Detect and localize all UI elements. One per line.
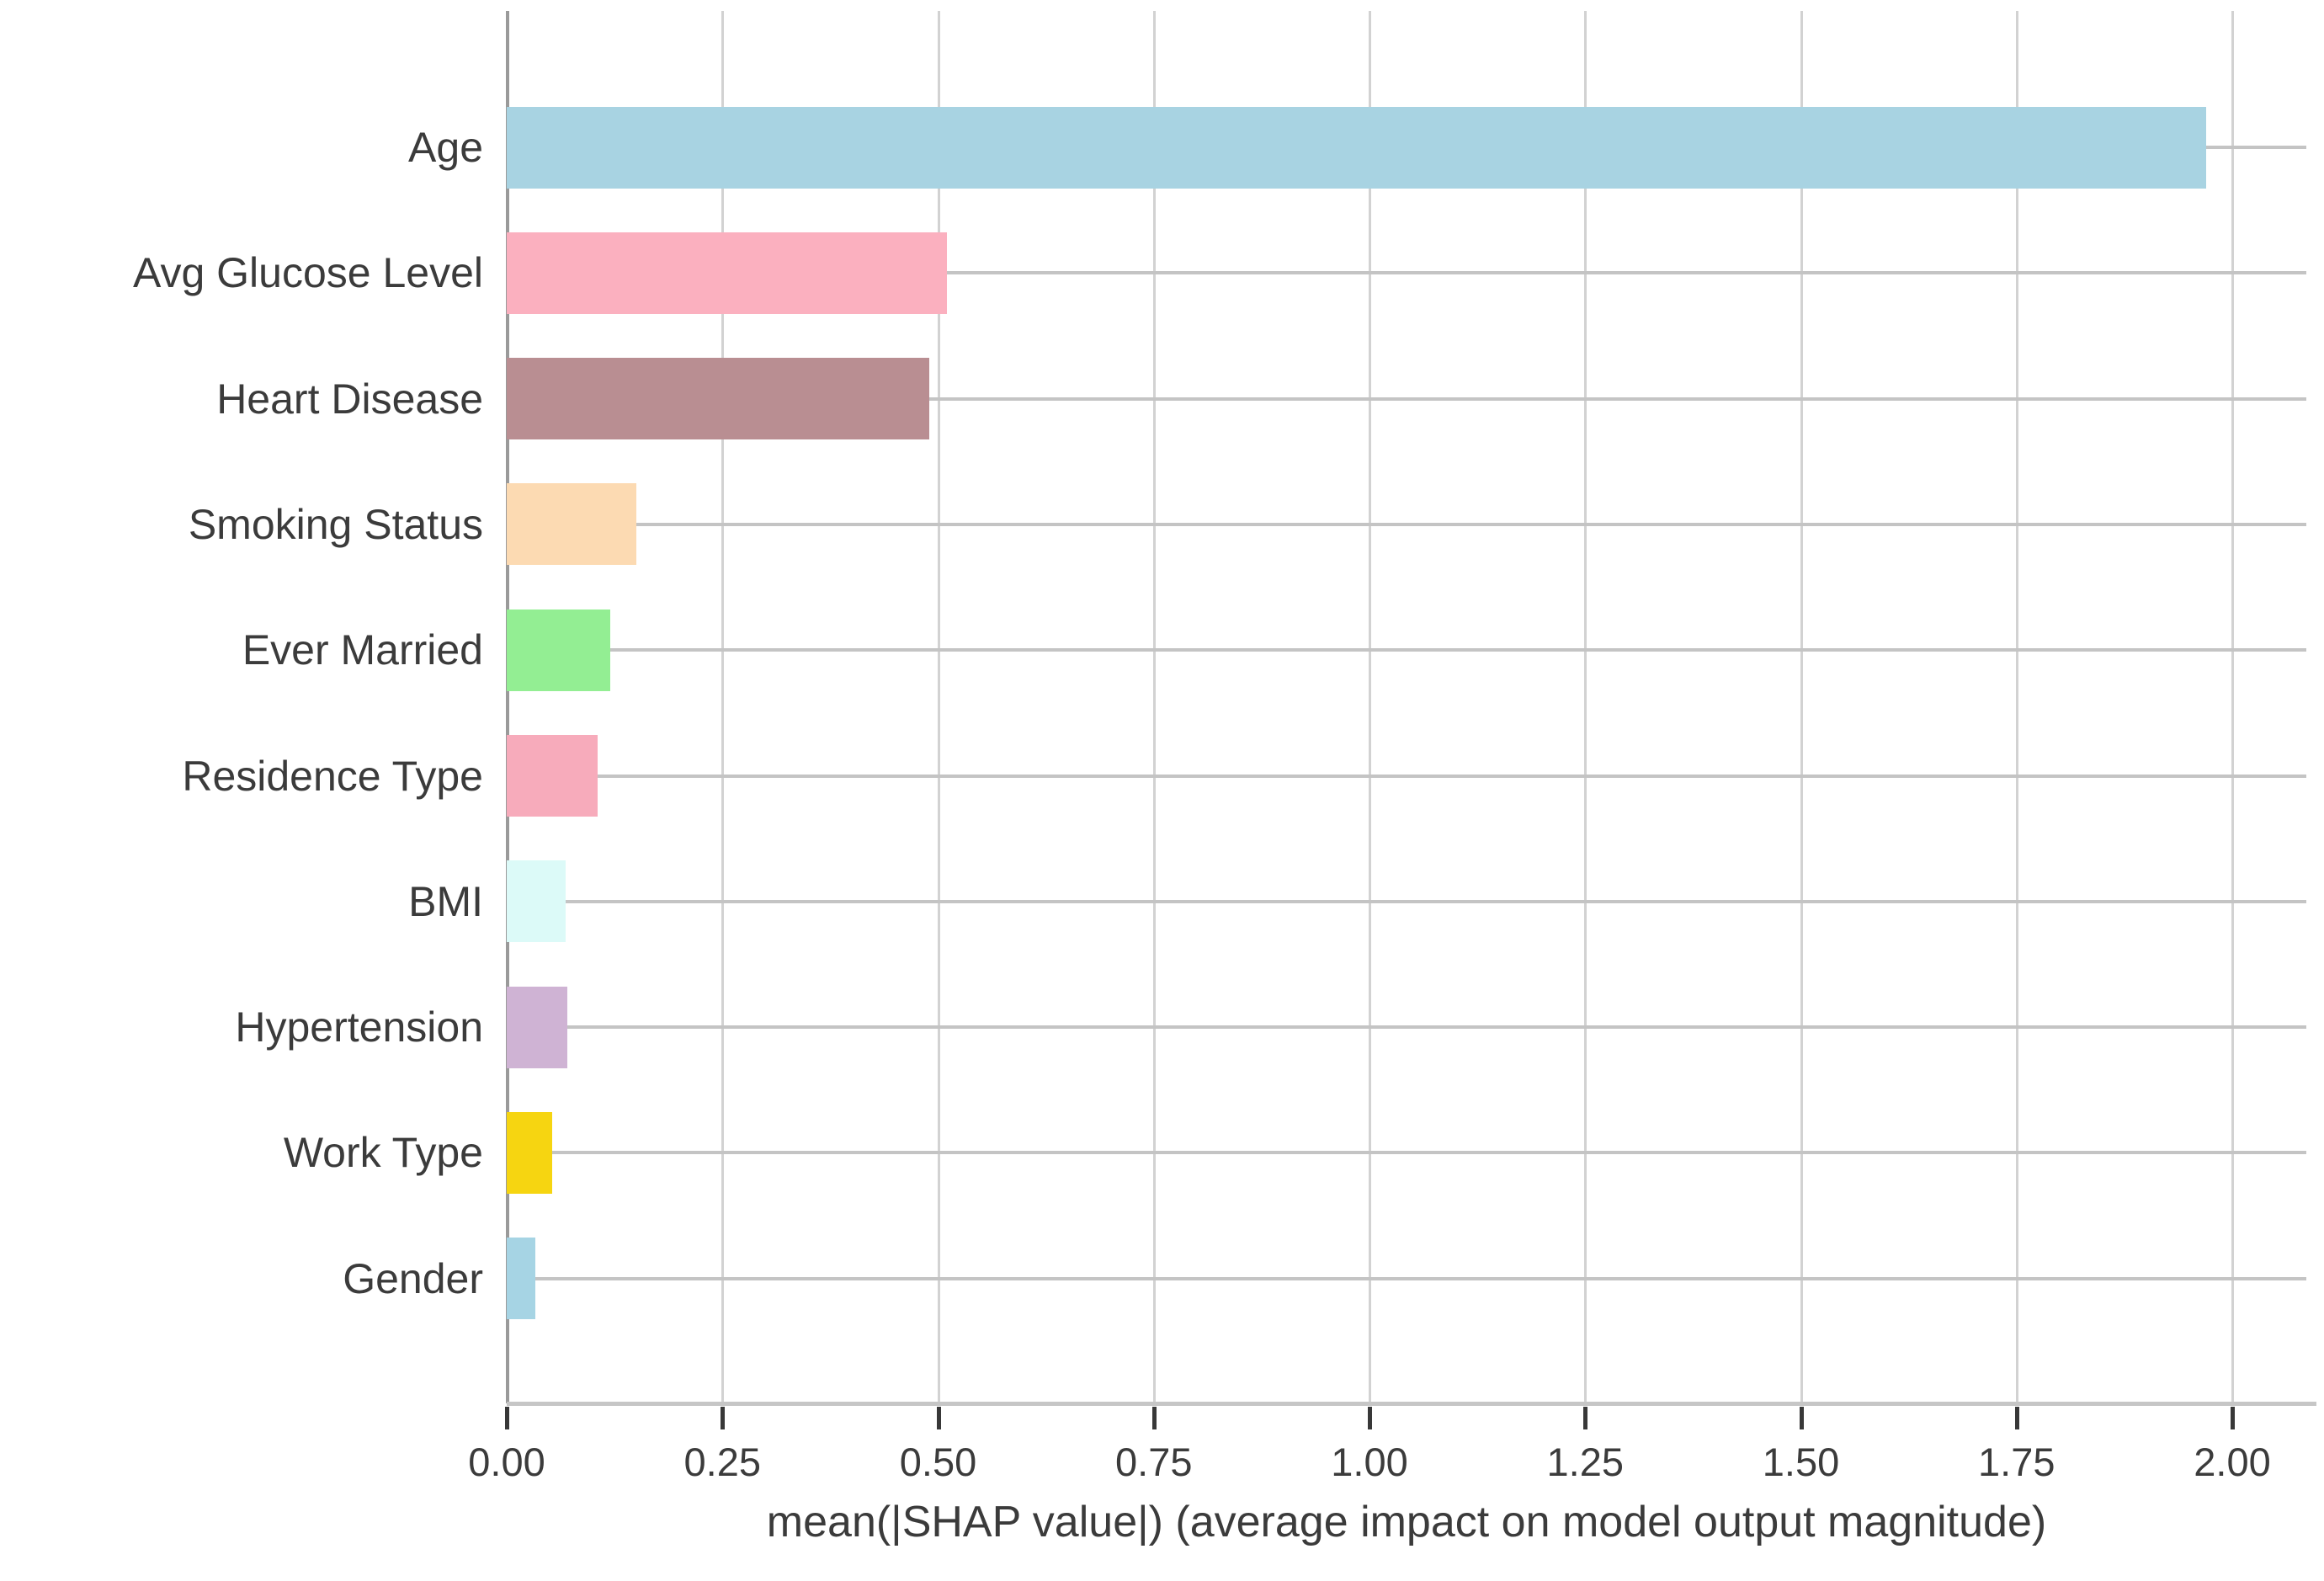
x-tick-label: 0.00	[468, 1440, 545, 1484]
x-tick-mark	[1368, 1407, 1372, 1429]
bar-smoking-status	[507, 483, 636, 566]
y-axis-spine	[506, 11, 509, 1403]
y-axis-label: Hypertension	[235, 1003, 483, 1051]
bar-work-type	[507, 1111, 552, 1194]
x-tick-mark	[1151, 1407, 1157, 1429]
x-axis-line	[507, 1402, 2316, 1406]
y-axis-label: Work Type	[283, 1129, 483, 1177]
x-tick-label: 0.75	[1115, 1440, 1193, 1484]
x-tick-mark	[721, 1407, 726, 1429]
x-tick-mark	[1583, 1407, 1588, 1429]
x-tick-label: 0.25	[683, 1440, 761, 1484]
x-tick-label: 1.50	[1762, 1440, 1840, 1484]
row-gridline	[507, 899, 2306, 903]
bar-avg-glucose-level	[507, 232, 947, 314]
y-axis-label: Age	[408, 124, 483, 171]
vertical-gridline	[1800, 11, 1803, 1403]
row-gridline	[507, 648, 2306, 652]
row-gridline	[507, 522, 2306, 526]
x-tick-label: 1.75	[1978, 1440, 2055, 1484]
row-gridline	[507, 774, 2306, 778]
x-tick-mark	[2231, 1407, 2235, 1429]
y-axis-label: Smoking Status	[188, 500, 483, 548]
x-axis-title: mean(|SHAP value|) (average impact on mo…	[766, 1498, 2047, 1546]
x-tick-mark	[936, 1407, 941, 1429]
vertical-gridline	[2015, 11, 2018, 1403]
x-tick-label: 1.00	[1331, 1440, 1408, 1484]
bar-residence-type	[507, 735, 598, 817]
y-axis-label: Gender	[343, 1254, 483, 1302]
y-axis-label: Heart Disease	[216, 375, 483, 423]
plot-area	[506, 11, 2306, 1403]
x-tick-label: 0.50	[899, 1440, 977, 1484]
vertical-gridline	[1152, 11, 1156, 1403]
bar-hypertension	[507, 986, 567, 1068]
x-tick-mark	[1799, 1407, 1804, 1429]
x-tick-mark	[2014, 1407, 2019, 1429]
y-axis-label: BMI	[408, 877, 483, 925]
row-gridline	[507, 1151, 2306, 1155]
y-axis-label: Residence Type	[182, 752, 483, 800]
row-gridline	[507, 1276, 2306, 1280]
bar-bmi	[507, 860, 566, 943]
x-tick-mark	[505, 1407, 509, 1429]
vertical-gridline	[2231, 11, 2234, 1403]
bar-gender	[507, 1238, 535, 1320]
row-gridline	[507, 271, 2306, 275]
vertical-gridline	[721, 11, 725, 1403]
row-gridline	[507, 1025, 2306, 1030]
bar-age	[507, 106, 2206, 189]
vertical-gridline	[1369, 11, 1371, 1403]
vertical-gridline	[937, 11, 940, 1403]
y-axis-label: Avg Glucose Level	[133, 249, 483, 297]
y-axis-label: Ever Married	[242, 626, 483, 674]
bar-ever-married	[507, 609, 610, 691]
row-gridline	[507, 397, 2306, 401]
x-tick-label: 1.25	[1546, 1440, 1624, 1484]
vertical-gridline	[1584, 11, 1587, 1403]
bar-heart-disease	[507, 358, 929, 440]
x-tick-label: 2.00	[2194, 1440, 2271, 1484]
